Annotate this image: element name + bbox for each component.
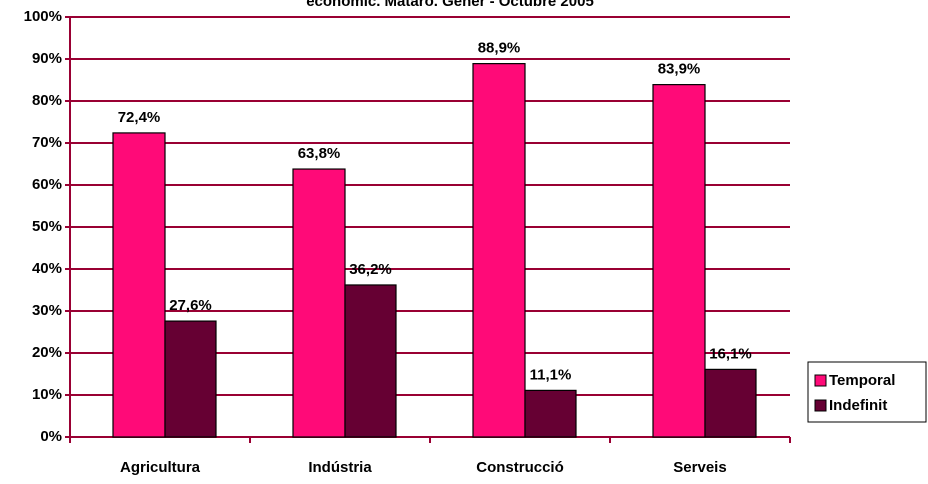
x-tick-label: Indústria [308,459,372,476]
bar [164,320,217,438]
y-tick-label: 0% [40,428,62,445]
y-tick-label: 60% [32,176,62,193]
data-label: 27,6% [169,297,212,314]
y-tick-label: 70% [32,134,62,151]
y-tick-label: 40% [32,260,62,277]
bar [344,284,397,438]
data-label: 11,1% [530,366,572,383]
y-tick-label: 30% [32,302,62,319]
legend-label: Temporal [829,372,895,389]
legend-box [807,361,927,423]
legend-swatch [814,399,827,412]
y-tick-label: 50% [32,218,62,235]
x-tick-label: Construcció [476,459,564,476]
data-label: 72,4% [118,109,161,126]
x-tick-label: Agricultura [120,459,201,476]
y-tick-label: 100% [24,8,62,25]
data-label: 16,1% [709,345,752,362]
bar [292,168,346,438]
bar [524,389,577,438]
bar [704,368,757,438]
data-label: 88,9% [478,40,521,57]
bar [112,132,166,438]
y-tick-label: 80% [32,92,62,109]
data-label: 63,8% [298,145,341,162]
chart-title: econòmic. Mataró. Gener - Octubre 2005 [306,0,594,10]
data-label: 83,9% [658,61,701,78]
legend-swatch [814,374,827,387]
y-tick-label: 90% [32,50,62,67]
y-tick-label: 20% [32,344,62,361]
bar [652,84,706,438]
y-tick-label: 10% [32,386,62,403]
legend-label: Indefinit [829,397,887,414]
data-label: 36,2% [349,261,392,278]
bar [472,63,526,438]
x-tick-label: Serveis [673,459,726,476]
